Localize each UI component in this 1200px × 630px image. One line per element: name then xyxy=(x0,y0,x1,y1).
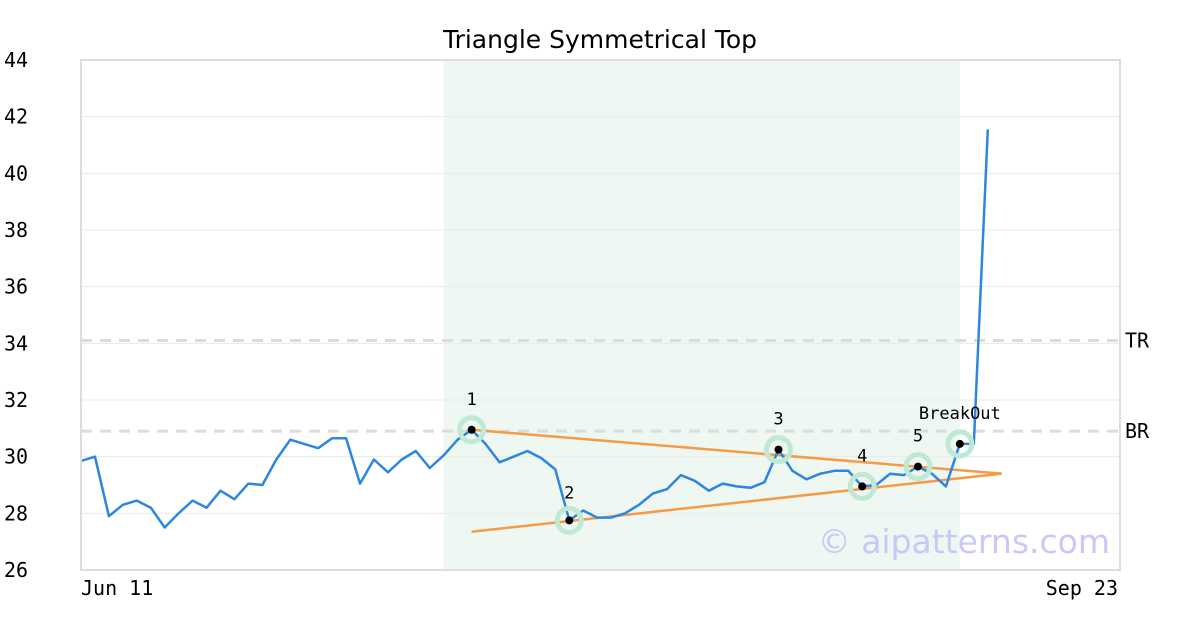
grid-layer xyxy=(81,116,1120,514)
upper-trendline xyxy=(471,428,1002,475)
price-series-line xyxy=(80,129,990,529)
point-halo-4 xyxy=(847,471,877,501)
plot-frame xyxy=(80,59,1121,571)
point-dot-1 xyxy=(467,425,476,434)
y-tick-label: 38 xyxy=(4,218,28,242)
point-label-1: 1 xyxy=(466,390,476,410)
x-tick-label: Sep 23 xyxy=(1046,576,1118,600)
watermark: © aipatterns.com xyxy=(818,522,1110,561)
pattern-zone-layer xyxy=(443,60,960,570)
level-layer: TR BR xyxy=(81,329,1150,443)
y-tick-label: 32 xyxy=(4,388,28,412)
point-label-5: 5 xyxy=(913,427,923,447)
point-label-breakout: BreakOut xyxy=(919,404,1001,424)
point-dot-2 xyxy=(565,516,574,525)
chart-title: Triangle Symmetrical Top xyxy=(442,25,757,54)
point-dot-4 xyxy=(858,482,867,491)
point-halo-5 xyxy=(903,452,933,482)
y-tick-label: 44 xyxy=(4,48,28,72)
point-dot-breakout xyxy=(955,439,964,448)
x-tick-label: Jun 11 xyxy=(81,576,153,600)
pattern-zone xyxy=(443,60,960,570)
pattern-point-layer: 1 2 3 4 5 BreakOut xyxy=(457,390,1001,535)
point-label-3: 3 xyxy=(773,410,783,430)
y-tick-label: 30 xyxy=(4,445,28,469)
point-dot-5 xyxy=(914,462,922,471)
y-tick-label: 28 xyxy=(4,501,28,525)
series-layer xyxy=(80,129,990,529)
y-tick-label: 42 xyxy=(4,105,28,129)
point-label-2: 2 xyxy=(564,483,574,503)
point-halo-2 xyxy=(554,505,584,535)
point-dot-3 xyxy=(774,445,783,454)
y-tick-label: 34 xyxy=(4,331,28,355)
lower-trendline xyxy=(471,472,1002,533)
point-halo-3 xyxy=(764,435,793,465)
level-label-tr: TR xyxy=(1125,329,1150,353)
point-label-4: 4 xyxy=(857,446,867,466)
y-tick-label: 26 xyxy=(4,558,28,582)
point-halo-breakout xyxy=(945,429,975,459)
trendline-layer xyxy=(471,428,1002,533)
y-tick-label: 36 xyxy=(4,275,28,299)
point-halo-1 xyxy=(457,415,487,445)
level-label-br: BR xyxy=(1125,419,1150,443)
y-tick-label: 40 xyxy=(4,161,28,185)
